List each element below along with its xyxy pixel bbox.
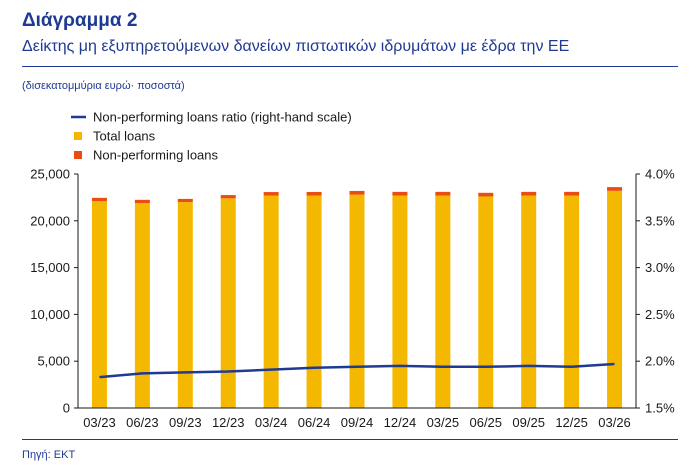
bar-total-loans <box>263 195 279 408</box>
bar-npl <box>478 192 494 197</box>
footer-divider <box>22 439 678 440</box>
bar-npl <box>564 191 580 196</box>
bar-total-loans <box>220 198 236 408</box>
ratio-line-group <box>99 362 615 379</box>
right-tick-label: 3.5% <box>645 213 675 228</box>
right-tick-label: 4.0% <box>645 167 675 182</box>
x-tick-label: 06/24 <box>298 415 331 430</box>
x-tick-label: 03/26 <box>598 415 631 430</box>
legend-swatch-box <box>74 151 82 159</box>
left-axis: 0 5,000 10,000 15,000 20,000 25,000 <box>30 167 79 416</box>
bar-npl <box>349 190 365 195</box>
chart-subtitle: Δείκτης μη εξυπηρετούμενων δανείων πιστω… <box>22 38 570 55</box>
left-tick-label: 25,000 <box>30 167 70 182</box>
x-tick-label: 03/23 <box>83 415 116 430</box>
right-tick-label: 2.5% <box>645 307 675 322</box>
x-tick-label: 12/24 <box>384 415 417 430</box>
bar-total-loans <box>521 195 537 408</box>
bar-npl <box>521 191 537 196</box>
x-tick-label: 12/23 <box>212 415 245 430</box>
bar-npl <box>263 192 279 196</box>
x-tick-label: 06/25 <box>469 415 502 430</box>
bar-total-loans <box>564 195 580 408</box>
bars <box>91 187 623 408</box>
x-tick-label: 06/23 <box>126 415 159 430</box>
x-tick-label: 03/24 <box>255 415 288 430</box>
chart-title: Διάγραμμα 2 <box>22 10 138 31</box>
x-tick-label: 12/25 <box>555 415 588 430</box>
x-tick-label: 09/25 <box>512 415 545 430</box>
legend-swatch-box <box>74 132 82 140</box>
left-tick-label: 15,000 <box>30 260 70 275</box>
bar-total-loans <box>177 202 193 408</box>
right-tick-label: 1.5% <box>645 401 675 416</box>
left-tick-label: 20,000 <box>30 213 70 228</box>
right-axis: 1.5% 2.0% 2.5% 3.0% 3.5% 4.0% <box>635 167 675 416</box>
bar-total-loans <box>392 195 408 408</box>
bar-npl <box>306 191 322 196</box>
right-tick-label: 3.0% <box>645 260 675 275</box>
bar-npl <box>607 187 623 191</box>
x-tick-label: 03/25 <box>427 415 460 430</box>
x-axis: 03/23 06/23 09/23 12/23 03/24 06/24 09/24 12/24… <box>78 407 636 430</box>
right-tick-label: 2.0% <box>645 354 675 369</box>
legend-label: Non-performing loans ratio (right-hand s… <box>93 110 352 125</box>
bar-npl <box>435 191 451 196</box>
bar-npl <box>392 191 408 196</box>
left-tick-label: 10,000 <box>30 307 70 322</box>
source-note: Πηγή: ΕΚΤ <box>22 449 76 461</box>
units-note: (δισεκατομμύρια ευρώ· ποσοστά) <box>22 80 185 92</box>
bar-total-loans <box>91 201 107 408</box>
bar-npl <box>134 199 150 204</box>
left-tick-label: 5,000 <box>37 354 70 369</box>
left-tick-label: 0 <box>63 401 70 416</box>
bar-total-loans <box>134 203 150 408</box>
legend: Non-performing loans ratio (right-hand s… <box>71 110 352 163</box>
x-tick-label: 09/23 <box>169 415 202 430</box>
header-divider <box>22 66 678 67</box>
bar-total-loans <box>306 195 322 408</box>
bar-total-loans <box>349 194 365 408</box>
bar-npl <box>220 195 236 199</box>
legend-label: Non-performing loans <box>93 148 219 163</box>
bar-npl <box>91 197 107 202</box>
bar-npl <box>177 198 193 203</box>
bar-total-loans <box>607 190 623 408</box>
x-tick-label: 09/24 <box>341 415 374 430</box>
bar-total-loans <box>478 196 494 408</box>
bar-total-loans <box>435 195 451 408</box>
legend-label: Total loans <box>93 129 156 144</box>
